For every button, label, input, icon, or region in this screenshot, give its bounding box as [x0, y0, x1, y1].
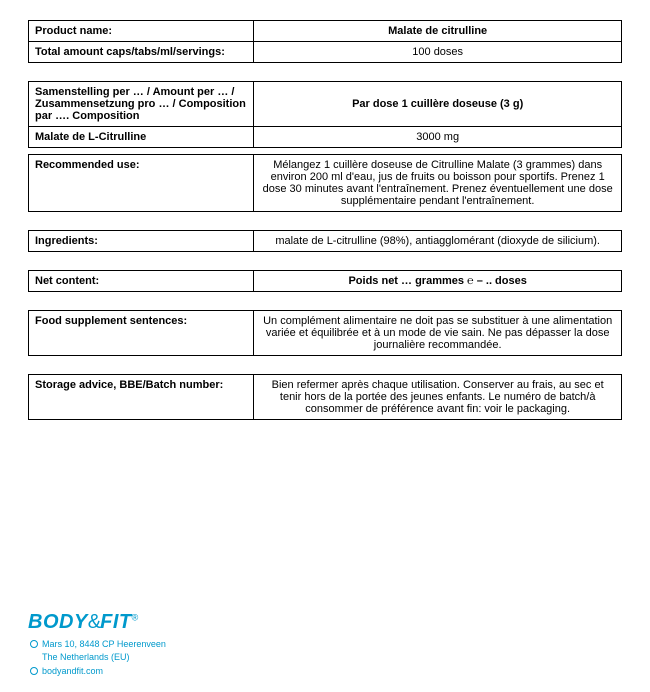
- recommended-use-label: Recommended use:: [29, 155, 254, 212]
- total-amount-label: Total amount caps/tabs/ml/servings:: [29, 42, 254, 63]
- ampersand-icon: &: [88, 611, 100, 633]
- net-content-label: Net content:: [29, 271, 254, 292]
- storage-advice-label: Storage advice, BBE/Batch number:: [29, 375, 254, 420]
- table-row: Storage advice, BBE/Batch number: Bien r…: [29, 375, 622, 420]
- address-line-1: Mars 10, 8448 CP Heerenveen: [30, 638, 166, 652]
- recommended-use-value: Mélangez 1 cuillère doseuse de Citrullin…: [254, 155, 622, 212]
- address-text-1: Mars 10, 8448 CP Heerenveen: [42, 638, 166, 652]
- net-content-value: Poids net … grammes ℮ – .. doses: [254, 271, 622, 292]
- storage-advice-table: Storage advice, BBE/Batch number: Bien r…: [28, 374, 622, 420]
- address-line-2: The Netherlands (EU): [30, 651, 166, 665]
- product-header-table: Product name: Malate de citrulline Total…: [28, 20, 622, 63]
- food-supplement-table: Food supplement sentences: Un complément…: [28, 310, 622, 356]
- recommended-use-table: Recommended use: Mélangez 1 cuillère dos…: [28, 154, 622, 212]
- table-row: Recommended use: Mélangez 1 cuillère dos…: [29, 155, 622, 212]
- ingredients-value: malate de L-citrulline (98%), antiagglom…: [254, 231, 622, 252]
- ingredient-label: Malate de L-Citrulline: [29, 127, 254, 148]
- footer: BODY&FIT® Mars 10, 8448 CP Heerenveen Th…: [28, 611, 166, 679]
- bullet-icon: [30, 667, 38, 675]
- ingredients-label: Ingredients:: [29, 231, 254, 252]
- table-row: Food supplement sentences: Un complément…: [29, 311, 622, 356]
- table-row: Net content: Poids net … grammes ℮ – .. …: [29, 271, 622, 292]
- table-row: Total amount caps/tabs/ml/servings: 100 …: [29, 42, 622, 63]
- address-text-2: The Netherlands (EU): [42, 651, 130, 665]
- website-line: bodyandfit.com: [30, 665, 166, 679]
- product-name-value: Malate de citrulline: [254, 21, 622, 42]
- product-name-label: Product name:: [29, 21, 254, 42]
- composition-header-value: Par dose 1 cuillère doseuse (3 g): [254, 82, 622, 127]
- brand-logo: BODY&FIT®: [28, 611, 166, 634]
- table-row: Samenstelling per … / Amount per … / Zus…: [29, 82, 622, 127]
- registered-icon: ®: [132, 612, 139, 622]
- composition-header-label: Samenstelling per … / Amount per … / Zus…: [29, 82, 254, 127]
- table-row: Malate de L-Citrulline 3000 mg: [29, 127, 622, 148]
- ingredient-value: 3000 mg: [254, 127, 622, 148]
- brand-part-2: FIT: [100, 611, 132, 633]
- bullet-icon: [30, 640, 38, 648]
- ingredients-table: Ingredients: malate de L-citrulline (98%…: [28, 230, 622, 252]
- table-row: Ingredients: malate de L-citrulline (98%…: [29, 231, 622, 252]
- food-supplement-value: Un complément alimentaire ne doit pas se…: [254, 311, 622, 356]
- net-content-table: Net content: Poids net … grammes ℮ – .. …: [28, 270, 622, 292]
- composition-table: Samenstelling per … / Amount per … / Zus…: [28, 81, 622, 148]
- total-amount-value: 100 doses: [254, 42, 622, 63]
- table-row: Product name: Malate de citrulline: [29, 21, 622, 42]
- food-supplement-label: Food supplement sentences:: [29, 311, 254, 356]
- storage-advice-value: Bien refermer après chaque utilisation. …: [254, 375, 622, 420]
- website-text: bodyandfit.com: [42, 665, 103, 679]
- brand-part-1: BODY: [28, 611, 88, 633]
